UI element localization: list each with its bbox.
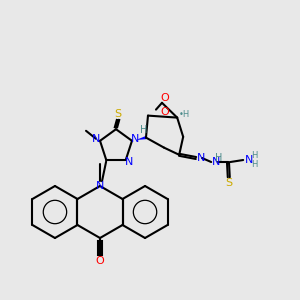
Text: H: H — [251, 151, 257, 160]
Text: N: N — [244, 155, 253, 165]
Text: S: S — [114, 109, 122, 119]
Text: H: H — [215, 153, 223, 163]
Text: N: N — [92, 134, 100, 144]
Polygon shape — [136, 136, 146, 140]
Text: S: S — [225, 178, 232, 188]
Text: N: N — [96, 181, 104, 191]
Text: N: N — [212, 157, 220, 167]
Text: N: N — [196, 153, 205, 163]
Text: O: O — [160, 107, 169, 117]
Text: O: O — [160, 93, 169, 103]
Text: •H: •H — [179, 110, 190, 119]
Text: H: H — [140, 124, 148, 135]
Text: O: O — [96, 256, 104, 266]
Text: N: N — [125, 157, 133, 166]
Text: H: H — [251, 160, 257, 169]
Text: N: N — [131, 134, 140, 144]
